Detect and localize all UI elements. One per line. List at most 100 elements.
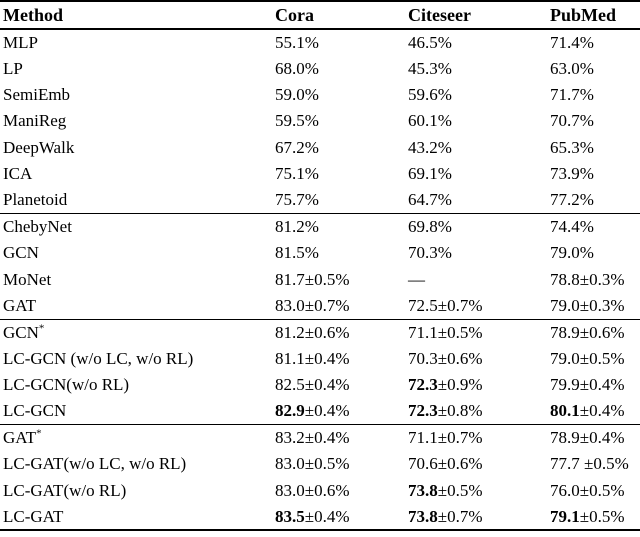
value-cell: 73.8±0.7% <box>408 506 483 526</box>
table-row: LC-GCN(w/o RL) 82.5±0.4% 72.3±0.9% 79.9±0.4… <box>0 372 640 398</box>
table-row: SemiEmb 59.0% 59.6% 71.7% <box>0 82 640 108</box>
method-cell: LP <box>3 58 23 78</box>
value-cell: 82.9±0.4% <box>275 401 350 421</box>
method-cell: GAT <box>3 295 37 315</box>
table-row: LC-GAT 83.5±0.4% 73.8±0.7% 79.1±0.5% <box>0 504 640 530</box>
value-cell: 81.2±0.6% <box>275 322 350 342</box>
method-cell: LC-GAT(w/o LC, w/o RL) <box>3 454 187 474</box>
table-row: GAT 83.0±0.7% 72.5±0.7% 79.0±0.3% <box>0 293 640 319</box>
value-cell: 83.0±0.6% <box>275 480 350 500</box>
table-row: ChebyNet 81.2% 69.8% 74.4% <box>0 214 640 240</box>
best-value: 72.3 <box>408 401 438 421</box>
method-cell: ManiReg <box>3 111 67 131</box>
best-value: 73.8 <box>408 506 438 526</box>
value-cell: 59.5% <box>275 111 319 131</box>
method-cell: SemiEmb <box>3 84 71 104</box>
value-cell: 77.2% <box>550 190 594 210</box>
method-cell: GAT* <box>3 427 42 448</box>
method-cell: MLP <box>3 32 38 52</box>
value-cell: 79.9±0.4% <box>550 375 625 395</box>
best-value: 79.1 <box>550 506 580 526</box>
table-header: Method Cora Citeseer PubMed <box>0 1 640 30</box>
value-cell: 73.9% <box>550 164 594 184</box>
value-cell: 72.5±0.7% <box>408 295 483 315</box>
value-cell: 74.4% <box>550 217 594 237</box>
value-cell: 68.0% <box>275 58 319 78</box>
table-row: LC-GCN 82.9±0.4% 72.3±0.8% 80.1±0.4% <box>0 398 640 424</box>
method-cell: GCN <box>3 243 39 263</box>
table-row: LC-GAT(w/o LC, w/o RL) 83.0±0.5% 70.6±0.6%… <box>0 451 640 477</box>
value-cell: 59.0% <box>275 84 319 104</box>
table-row: GCN* 81.2±0.6% 71.1±0.5% 78.9±0.6% <box>0 319 640 345</box>
value-cell: 75.1% <box>275 164 319 184</box>
table-row: GAT* 83.2±0.4% 71.1±0.7% 78.9±0.4% <box>0 425 640 451</box>
value-cell: 77.7 ±0.5% <box>550 454 629 474</box>
value-cell: 71.1±0.7% <box>408 428 483 448</box>
best-value: 80.1 <box>550 401 580 421</box>
value-cell: 78.8±0.3% <box>550 269 625 289</box>
method-cell: Planetoid <box>3 190 68 210</box>
value-cell: 70.3±0.6% <box>408 348 483 368</box>
value-cell: 81.7±0.5% <box>275 269 350 289</box>
value-cell: 60.1% <box>408 111 452 131</box>
table-row: LC-GCN (w/o LC, w/o RL) 81.1±0.4% 70.3±0.6… <box>0 346 640 372</box>
value-cell: 81.2% <box>275 217 319 237</box>
method-cell: ICA <box>3 164 33 184</box>
value-cell: 67.2% <box>275 137 319 157</box>
method-cell: GCN* <box>3 322 45 342</box>
value-cell: 78.9±0.6% <box>550 322 625 342</box>
table-row: GCN 81.5% 70.3% 79.0% <box>0 240 640 266</box>
value-cell: 79.0% <box>550 243 594 263</box>
value-cell: 69.8% <box>408 217 452 237</box>
value-cell: 79.0±0.3% <box>550 295 625 315</box>
value-cell: 63.0% <box>550 58 594 78</box>
header-row: Method Cora Citeseer PubMed <box>0 1 640 30</box>
best-value: 82.9 <box>275 401 305 421</box>
table-row: ManiReg 59.5% 60.1% 70.7% <box>0 108 640 134</box>
value-cell: 64.7% <box>408 190 452 210</box>
table-row: MoNet 81.7±0.5% — 78.8±0.3% <box>0 267 640 293</box>
value-cell: 59.6% <box>408 84 452 104</box>
value-cell: 70.3% <box>408 243 452 263</box>
method-cell: LC-GCN <box>3 401 67 421</box>
table-row: LC-GAT(w/o RL) 83.0±0.6% 73.8±0.5% 76.0±0.5… <box>0 478 640 504</box>
value-cell: 83.0±0.7% <box>275 295 350 315</box>
value-cell: 71.4% <box>550 32 594 52</box>
table-section: MLP 55.1% 46.5% 71.4% LP 68.0% 45.3% 63.0% SemiE… <box>0 29 640 214</box>
best-value: 73.8 <box>408 480 438 500</box>
best-value: 83.5 <box>275 506 305 526</box>
table-section: ChebyNet 81.2% 69.8% 74.4% GCN 81.5% 70.3% 79.0… <box>0 213 640 320</box>
value-cell: 71.7% <box>550 84 594 104</box>
value-cell: 70.7% <box>550 111 594 131</box>
value-cell: 79.0±0.5% <box>550 348 625 368</box>
value-cell: 76.0±0.5% <box>550 480 625 500</box>
method-cell: MoNet <box>3 269 52 289</box>
method-cell: LC-GAT(w/o RL) <box>3 480 127 500</box>
value-cell: 70.6±0.6% <box>408 454 483 474</box>
column-header-citeseer: Citeseer <box>408 1 550 30</box>
column-header-cora: Cora <box>275 1 408 30</box>
value-cell: 72.3±0.8% <box>408 401 483 421</box>
value-cell: 75.7% <box>275 190 319 210</box>
table-row: MLP 55.1% 46.5% 71.4% <box>0 29 640 55</box>
superscript-asterisk: * <box>38 322 45 335</box>
table-row: ICA 75.1% 69.1% 73.9% <box>0 161 640 187</box>
value-cell: 83.5±0.4% <box>275 506 350 526</box>
value-cell: 83.0±0.5% <box>275 454 350 474</box>
best-value: 72.3 <box>408 375 438 395</box>
value-cell: 55.1% <box>275 32 319 52</box>
method-cell: LC-GAT <box>3 506 64 526</box>
value-cell: 45.3% <box>408 58 452 78</box>
table-row: DeepWalk 67.2% 43.2% 65.3% <box>0 135 640 161</box>
value-cell: 82.5±0.4% <box>275 375 350 395</box>
column-header-method: Method <box>0 1 275 30</box>
value-cell: 72.3±0.9% <box>408 375 483 395</box>
column-header-pubmed: PubMed <box>550 1 640 30</box>
superscript-asterisk: * <box>36 427 42 440</box>
method-cell: LC-GCN (w/o LC, w/o RL) <box>3 348 194 368</box>
value-cell: 69.1% <box>408 164 452 184</box>
table-row: LP 68.0% 45.3% 63.0% <box>0 55 640 81</box>
value-cell: 73.8±0.5% <box>408 480 483 500</box>
value-cell: 79.1±0.5% <box>550 506 625 526</box>
